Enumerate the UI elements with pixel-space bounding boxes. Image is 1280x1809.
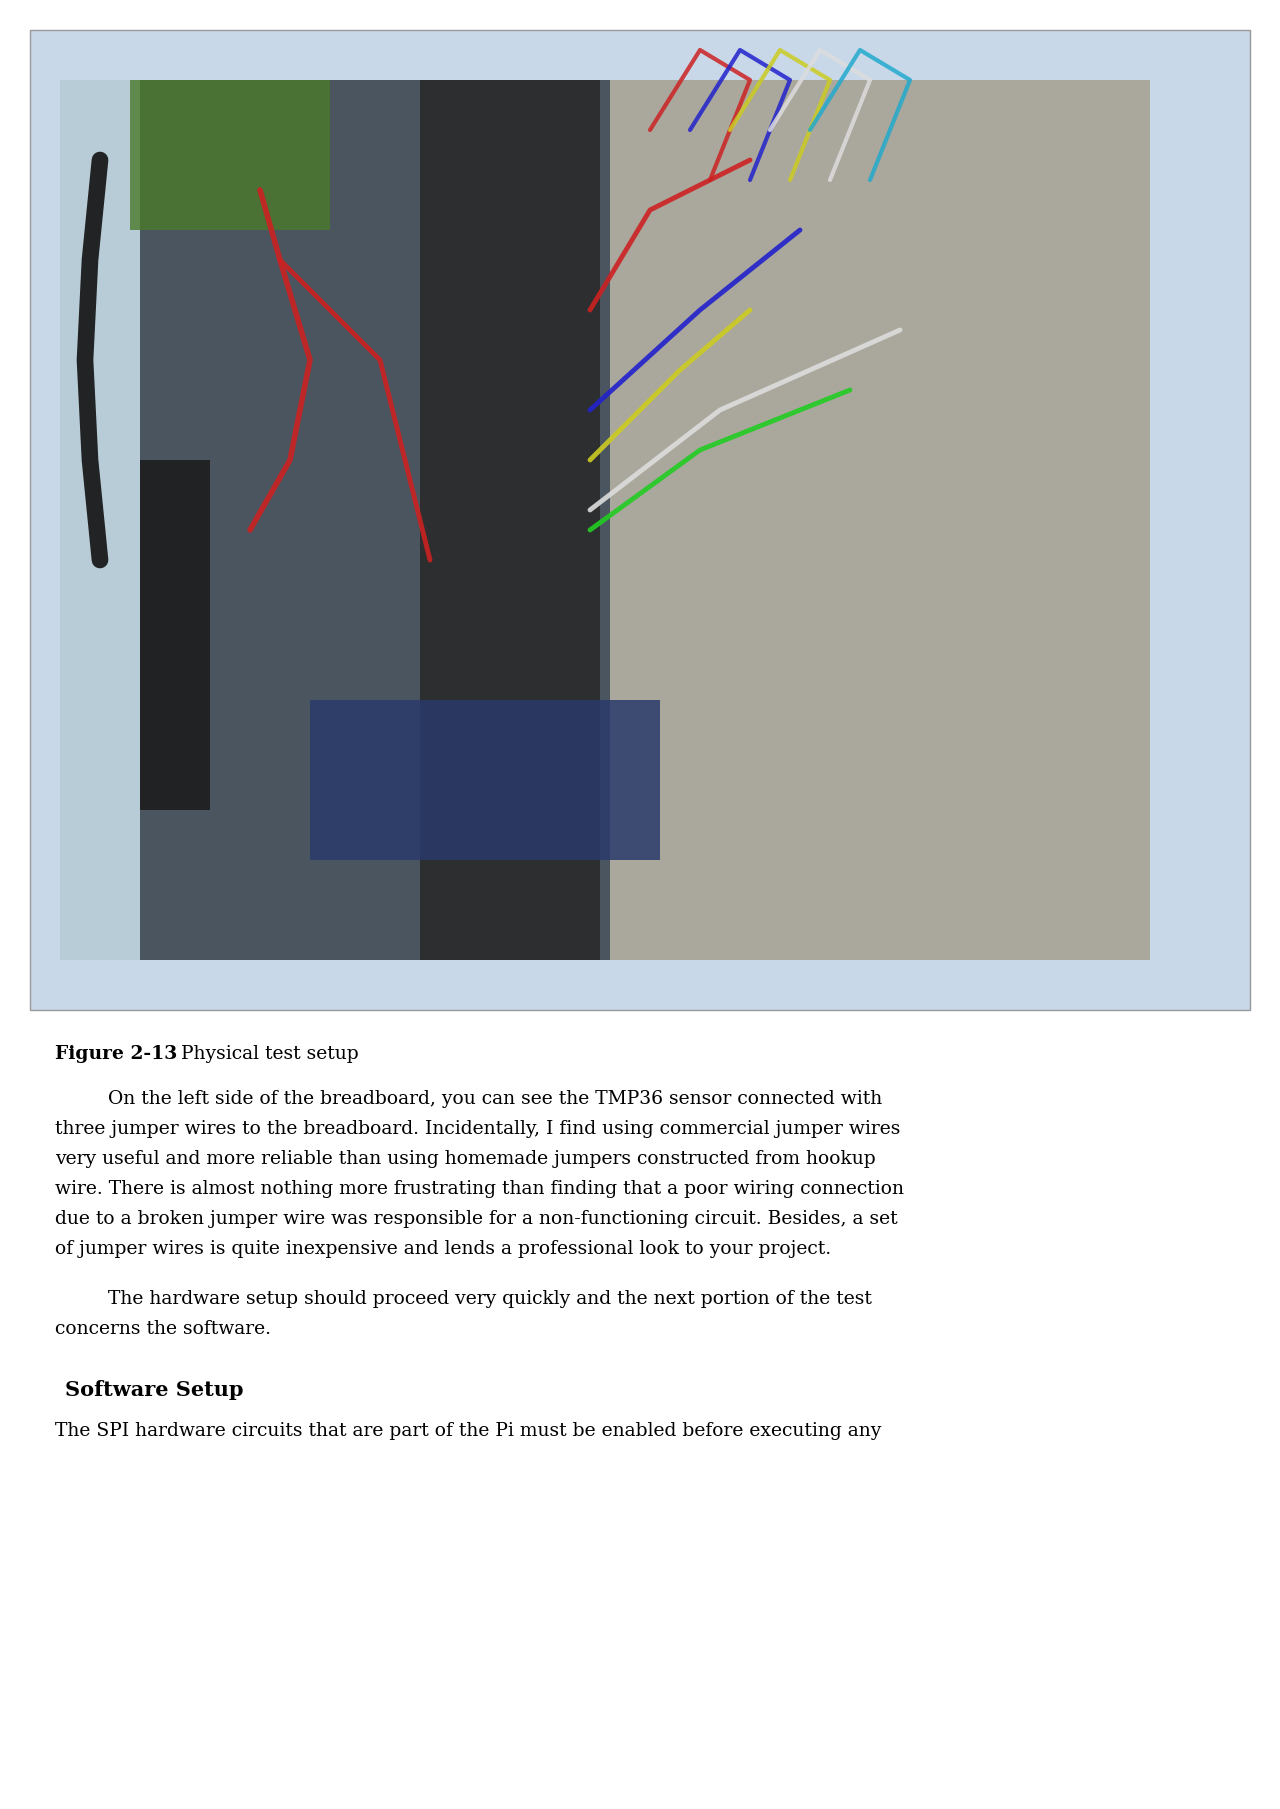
Text: On the left side of the breadboard, you can see the TMP36 sensor connected with: On the left side of the breadboard, you … (108, 1091, 882, 1107)
FancyBboxPatch shape (131, 80, 1149, 961)
Text: of jumper wires is quite inexpensive and lends a professional look to your proje: of jumper wires is quite inexpensive and… (55, 1239, 831, 1257)
Text: three jumper wires to the breadboard. Incidentally, I find using commercial jump: three jumper wires to the breadboard. In… (55, 1120, 900, 1138)
Text: very useful and more reliable than using homemade jumpers constructed from hooku: very useful and more reliable than using… (55, 1151, 876, 1169)
FancyBboxPatch shape (131, 80, 330, 230)
Text: due to a broken jumper wire was responsible for a non-functioning circuit. Besid: due to a broken jumper wire was responsi… (55, 1210, 897, 1228)
Text: The SPI hardware circuits that are part of the Pi must be enabled before executi: The SPI hardware circuits that are part … (55, 1422, 882, 1440)
FancyBboxPatch shape (60, 459, 210, 810)
FancyBboxPatch shape (420, 80, 600, 961)
FancyBboxPatch shape (611, 80, 1149, 961)
FancyBboxPatch shape (310, 700, 660, 859)
FancyBboxPatch shape (60, 80, 140, 961)
Text: wire. There is almost nothing more frustrating than finding that a poor wiring c: wire. There is almost nothing more frust… (55, 1179, 904, 1198)
Text: Figure 2-13: Figure 2-13 (55, 1046, 178, 1064)
Text: Software Setup: Software Setup (65, 1380, 243, 1400)
FancyBboxPatch shape (29, 31, 1251, 1009)
Text: The hardware setup should proceed very quickly and the next portion of the test: The hardware setup should proceed very q… (108, 1290, 872, 1308)
Text: Physical test setup: Physical test setup (175, 1046, 358, 1064)
Text: concerns the software.: concerns the software. (55, 1321, 271, 1339)
